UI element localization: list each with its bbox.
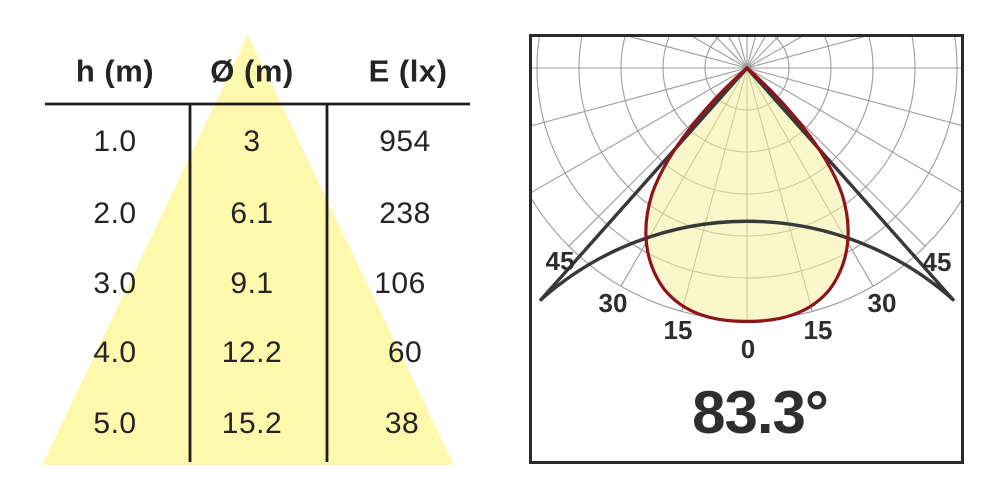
table-header-h: h (m) [75,53,155,89]
intensity-curve [644,66,850,324]
angle-label-left-45: 45 [545,246,575,276]
table-cell-e4: 60 [387,336,423,369]
light-cone-triangle [42,35,454,465]
angle-label-right-15: 15 [803,315,833,345]
angle-label-left-15: 15 [663,315,693,345]
table-cell-e5: 38 [384,407,420,440]
table-cell-d1: 3 [243,125,261,158]
table-cell-e2: 238 [379,197,431,230]
angle-label-left-30: 30 [598,288,628,318]
chart-border [529,34,964,464]
table-cell-h1: 1.0 [93,125,137,158]
table-cell-d3: 9.1 [230,267,274,300]
table-cell-h5: 5.0 [93,407,137,440]
table-cell-h4: 4.0 [93,336,137,369]
beam-angle-value: 83.3° [692,379,829,446]
table-cell-h3: 3.0 [93,267,137,300]
angle-label-right-45: 45 [922,247,952,277]
table-header-e: E (lx) [368,53,448,89]
table-header-diameter: Ø (m) [210,53,294,89]
angle-label-right-30: 30 [867,288,897,318]
beam-angle-ray-right [745,66,955,302]
table-cell-d2: 6.1 [230,197,274,230]
table-cell-d5: 15.2 [221,407,283,440]
beam-angle-arc [539,219,955,302]
table-cell-e1: 954 [379,125,431,158]
table-cell-h2: 2.0 [93,197,137,230]
angle-label-zero: 0 [740,334,756,364]
table-cell-e3: 106 [374,267,426,300]
beam-fill [645,68,849,322]
beam-angle-ray-left [539,66,749,302]
table-cell-d4: 12.2 [221,336,283,369]
